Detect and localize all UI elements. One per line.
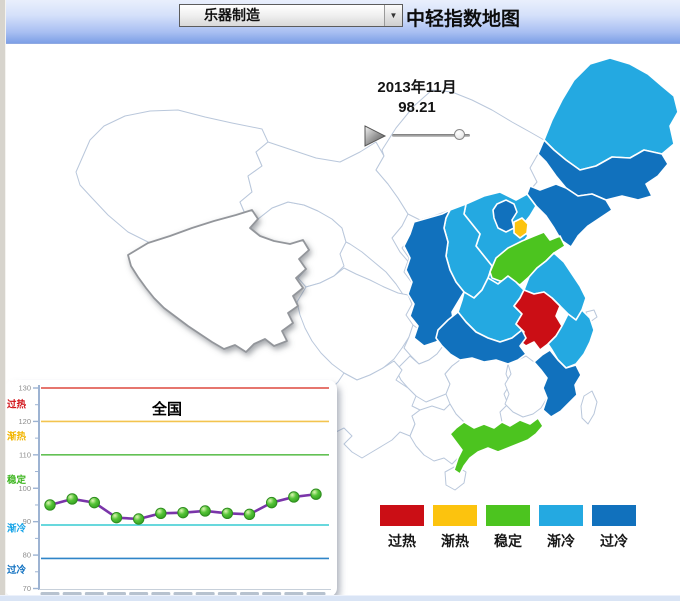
- svg-text:渐冷: 渐冷: [7, 522, 27, 534]
- legend-item-overheat: 过热: [380, 505, 424, 551]
- province-taiwan[interactable]: [580, 390, 598, 425]
- time-slider: [352, 122, 482, 150]
- province-tianjin[interactable]: [513, 217, 529, 239]
- national-trend-panel: 全国 70 80 90 100 110 120 130 过热渐热稳定渐冷过冷: [5, 380, 337, 597]
- industry-dropdown-value: 乐器制造: [204, 7, 260, 23]
- legend-label: 渐冷: [547, 533, 575, 549]
- province-zhejiang[interactable]: [547, 309, 595, 369]
- svg-text:过冷: 过冷: [7, 564, 27, 576]
- svg-text:80: 80: [23, 551, 31, 560]
- industry-dropdown[interactable]: 乐器制造 ▼: [179, 4, 403, 27]
- province-jilin[interactable]: [537, 139, 669, 201]
- chart-title: 全国: [151, 400, 182, 418]
- legend-item-overcool: 过冷: [592, 505, 636, 551]
- svg-text:70: 70: [23, 584, 31, 593]
- legend-swatch-stable: [486, 505, 530, 526]
- bottom-edge: [0, 595, 680, 601]
- svg-text:120: 120: [18, 417, 31, 426]
- legend-label: 渐热: [441, 533, 469, 549]
- province-anhui[interactable]: [513, 289, 563, 351]
- index-value: 98.21: [398, 99, 436, 116]
- legend-swatch-overcool: [592, 505, 636, 526]
- province-jiangxi[interactable]: [504, 355, 548, 418]
- play-button[interactable]: [362, 124, 388, 148]
- province-liaoning[interactable]: [526, 183, 613, 248]
- svg-text:130: 130: [18, 384, 31, 393]
- legend-label: 过冷: [600, 533, 628, 549]
- date-label: 2013年11月: [377, 79, 457, 96]
- province-xizang[interactable]: [127, 209, 310, 353]
- svg-text:90: 90: [23, 517, 31, 526]
- map-legend: 过热 渐热 稳定 渐冷 过冷: [380, 505, 636, 551]
- time-controls: 2013年11月 98.21: [352, 76, 482, 150]
- slider-handle[interactable]: [453, 129, 465, 140]
- window-edge: [0, 0, 6, 601]
- svg-text:渐热: 渐热: [7, 430, 27, 442]
- legend-label: 稳定: [494, 533, 522, 549]
- province-hubei[interactable]: [435, 311, 527, 365]
- province-sichuan[interactable]: [296, 267, 414, 381]
- page-title: 中轻指数地图: [406, 9, 521, 30]
- dropdown-button[interactable]: ▼: [384, 5, 402, 26]
- svg-text:过热: 过热: [7, 399, 27, 411]
- legend-item-cooling: 渐冷: [539, 505, 583, 551]
- svg-text:100: 100: [18, 484, 31, 493]
- svg-text:稳定: 稳定: [7, 474, 27, 486]
- legend-swatch-warming: [433, 505, 477, 526]
- legend-item-stable: 稳定: [486, 505, 530, 551]
- chevron-down-icon: ▼: [389, 10, 398, 20]
- legend-swatch-cooling: [539, 505, 583, 526]
- legend-label: 过热: [388, 533, 416, 549]
- slider-track[interactable]: [392, 129, 470, 140]
- play-icon: [364, 125, 387, 147]
- province-fujian[interactable]: [533, 349, 582, 418]
- legend-swatch-overheat: [380, 505, 424, 526]
- province-guangdong[interactable]: [449, 417, 544, 475]
- header-bar: 乐器制造 ▼ 中轻指数地图: [5, 0, 680, 44]
- svg-text:110: 110: [19, 450, 31, 459]
- legend-item-warming: 渐热: [433, 505, 477, 551]
